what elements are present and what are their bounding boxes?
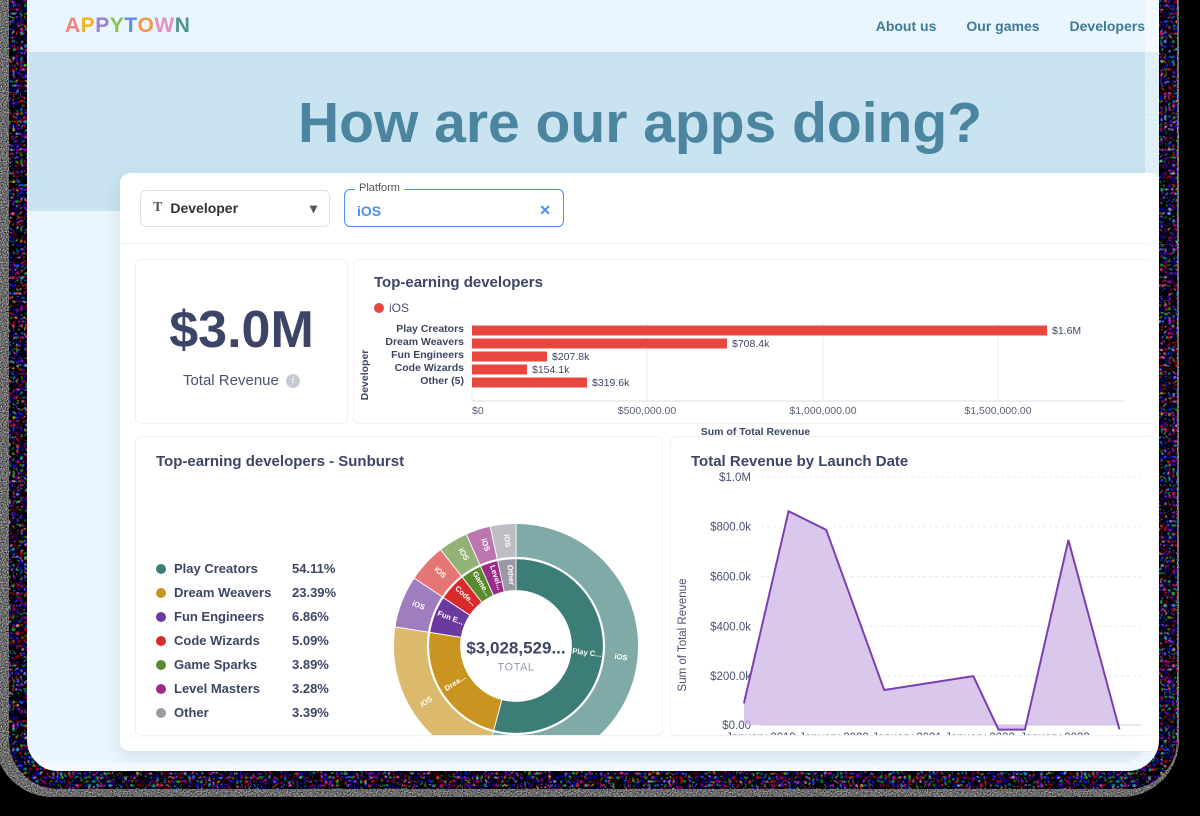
- svg-text:$400.0k: $400.0k: [710, 621, 751, 633]
- svg-text:Other (5): Other (5): [420, 375, 464, 387]
- svg-text:$207.8k: $207.8k: [552, 351, 590, 363]
- svg-text:$0: $0: [472, 405, 484, 417]
- svg-text:iOS: iOS: [502, 534, 512, 548]
- svg-text:$600.0k: $600.0k: [710, 572, 751, 584]
- svg-text:$200.0k: $200.0k: [710, 671, 751, 683]
- svg-text:iOS: iOS: [614, 652, 628, 663]
- svg-text:Dream Weavers: Dream Weavers: [385, 336, 464, 348]
- svg-text:$800.0k: $800.0k: [710, 522, 751, 534]
- svg-text:$1.6M: $1.6M: [1052, 325, 1081, 337]
- svg-text:Code Wizards: Code Wizards: [395, 362, 464, 374]
- svg-text:Fun Engineers: Fun Engineers: [391, 349, 464, 361]
- svg-text:Play Creators: Play Creators: [396, 323, 464, 335]
- svg-text:January 2020: January 2020: [799, 732, 869, 736]
- svg-text:January 2019: January 2019: [726, 732, 796, 736]
- svg-text:$154.1k: $154.1k: [532, 364, 570, 376]
- svg-text:$1.0M: $1.0M: [719, 472, 751, 484]
- svg-text:Sum of Total Revenue: Sum of Total Revenue: [677, 579, 689, 692]
- svg-text:$319.6k: $319.6k: [592, 377, 630, 389]
- svg-text:January 2021: January 2021: [872, 732, 942, 736]
- svg-text:$1,000,000.00: $1,000,000.00: [789, 405, 856, 417]
- svg-text:January 2022: January 2022: [945, 732, 1015, 736]
- svg-text:$708.4k: $708.4k: [732, 338, 770, 350]
- svg-text:$1,500,000.00: $1,500,000.00: [964, 405, 1031, 417]
- svg-text:$500,000.00: $500,000.00: [618, 405, 677, 417]
- svg-text:January 2023: January 2023: [1020, 732, 1090, 736]
